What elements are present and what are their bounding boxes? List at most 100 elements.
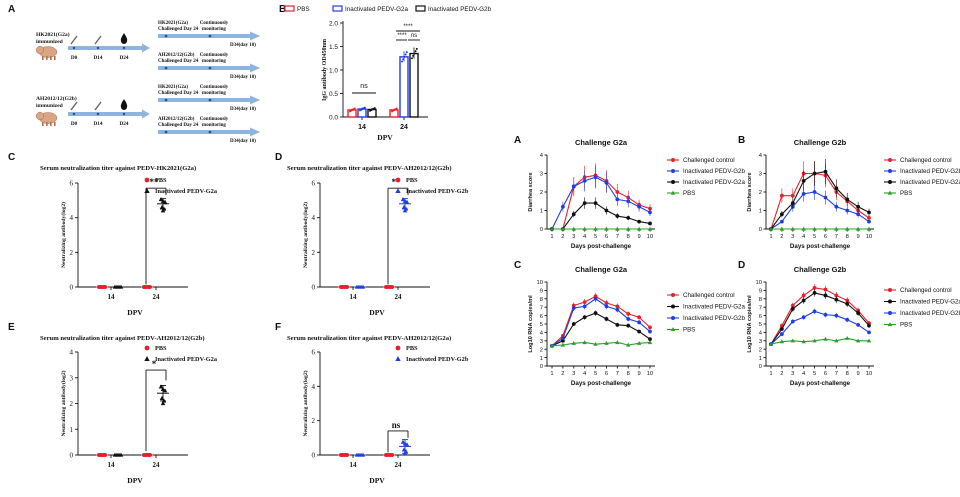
lb-point-inactivated-pedv-g2b — [834, 204, 839, 209]
panel-c-letter: C — [8, 152, 15, 163]
b-data-point — [353, 107, 356, 110]
monitoring-label-2: monitoring — [202, 59, 226, 64]
challenge-strain-label: HK2021(G2a) — [158, 85, 188, 90]
ld-point-pbs — [801, 339, 806, 344]
ld-legend-marker — [887, 322, 893, 327]
la-legend-label: Inactivated PEDV-G2b — [683, 168, 745, 175]
lc-y-tick-label: 3 — [540, 339, 543, 345]
ld-legend-label: Inactivated PEDV-G2a — [900, 299, 960, 306]
b-legend-swatch — [284, 5, 295, 12]
la-point-pbs — [604, 226, 609, 231]
challenge-strain-label: AH2012/12(G2b) — [158, 117, 195, 122]
b-data-point — [414, 50, 417, 53]
c-significance-label: ** — [150, 177, 160, 187]
lb-point-inactivated-pedv-g2b — [856, 212, 861, 217]
d-significance-label: ** — [392, 177, 402, 187]
lb-point-pbs — [845, 226, 850, 231]
ld-x-tick-label: 3 — [791, 371, 794, 377]
d-category-label: 14 — [350, 293, 358, 301]
la-point-inactivated-pedv-g2a — [604, 208, 609, 213]
c-y-axis-label: Neutralizing antibody(log2) — [60, 202, 67, 268]
b-y-axis-label: IgG antibody OD450nm — [322, 39, 328, 101]
lc-point-challenged-control — [582, 300, 587, 305]
ld-x-tick-label: 5 — [813, 371, 816, 377]
endpoint-label: D34(day 10) — [230, 75, 256, 80]
e-legend-marker — [144, 345, 150, 351]
lc-point-inactivated-pedv-g2b — [626, 317, 631, 321]
ld-point-inactivated-pedv-g2b — [779, 332, 784, 336]
e-category-label: 24 — [153, 461, 161, 469]
c-legend-label: PBS — [155, 177, 167, 184]
e-y-tick-label: 3 — [70, 374, 74, 382]
challenge-day-label: Challenged Day 24 — [158, 123, 199, 128]
lc-legend-marker — [671, 292, 676, 297]
lb-legend-label: PBS — [900, 190, 912, 197]
f-legend-label: Inactivated PEDV-G2b — [406, 356, 469, 363]
ld-y-tick-label: 5 — [759, 322, 762, 328]
la-x-tick-label: 8 — [627, 234, 630, 240]
timepoint-label: D14 — [94, 55, 103, 61]
ld-x-axis-label: Days post-challenge — [790, 380, 851, 387]
c-x-axis-label: DPV — [127, 308, 143, 317]
panel-lb-title: Challenge G2b — [794, 138, 847, 147]
e-y-tick-label: 4 — [70, 349, 74, 357]
la-legend-marker — [671, 179, 676, 184]
la-x-tick-label: 3 — [572, 234, 575, 240]
la-point-inactivated-pedv-g2b — [615, 197, 620, 202]
group-sublabel-0: immunized — [36, 39, 64, 45]
ld-y-tick-label: 3 — [759, 339, 762, 345]
d-y-tick-label: 0 — [312, 284, 316, 292]
ld-x-tick-label: 9 — [856, 371, 859, 377]
lc-legend-marker — [671, 315, 676, 320]
ld-x-tick-label: 8 — [846, 371, 849, 377]
lb-y-axis-label: Diarrhea score — [747, 172, 753, 211]
lb-point-inactivated-pedv-g2a — [812, 171, 817, 176]
f-category-label: 24 — [395, 461, 403, 469]
pig-head-icon — [35, 111, 45, 121]
ld-point-inactivated-pedv-g2a — [812, 291, 817, 295]
panel-ld-letter: D — [738, 260, 745, 271]
f-legend-marker — [395, 345, 401, 351]
la-legend-label: Challenged control — [683, 157, 735, 164]
lc-y-tick-label: 6 — [540, 314, 543, 320]
la-x-axis-label: Days post-challenge — [571, 243, 632, 250]
b-data-point — [411, 57, 413, 60]
pig-leg-icon — [54, 122, 56, 126]
lb-y-tick-label: 2 — [759, 190, 762, 196]
d-y-axis-label: Neutralizing antibody(log2) — [302, 202, 309, 268]
lb-x-tick-label: 4 — [802, 234, 806, 240]
panel-a-letter: A — [8, 4, 15, 15]
timeline-dot — [122, 112, 126, 116]
endpoint-label: D34(day 10) — [230, 107, 256, 112]
ld-y-tick-label: 4 — [759, 331, 763, 337]
lc-legend-label: Inactivated PEDV-G2b — [683, 315, 745, 322]
ld-y-tick-label: 1 — [759, 356, 762, 362]
lb-x-tick-label: 7 — [835, 234, 838, 240]
ld-point-inactivated-pedv-g2b — [856, 322, 861, 327]
lb-y-tick-label: 1 — [759, 209, 762, 215]
e-significance-label: * — [152, 359, 157, 369]
la-y-tick-label: 1 — [540, 209, 543, 215]
la-x-tick-label: 4 — [583, 234, 587, 240]
group-label-0: HK2021(G2a) — [36, 31, 70, 38]
lc-point-inactivated-pedv-g2b — [637, 320, 642, 325]
lb-point-challenged-control — [790, 193, 795, 198]
ld-point-inactivated-pedv-g2a — [867, 323, 871, 328]
lb-point-inactivated-pedv-g2a — [845, 197, 850, 202]
lb-x-axis-label: Days post-challenge — [790, 243, 851, 250]
lc-point-pbs — [560, 342, 566, 347]
f-y-tick-label: 0 — [312, 452, 316, 460]
e-legend-label: Inactivated PEDV-G2a — [155, 356, 218, 363]
blood-drop-icon — [120, 99, 128, 110]
lc-x-tick-label: 2 — [561, 371, 564, 377]
la-point-inactivated-pedv-g2b — [648, 210, 652, 215]
ld-x-tick-label: 6 — [824, 371, 827, 377]
challenge-strain-label: AH2012/12(G2b) — [158, 53, 195, 58]
la-point-inactivated-pedv-g2a — [593, 201, 598, 206]
lc-y-tick-label: 5 — [540, 322, 543, 328]
lb-legend-marker — [888, 168, 893, 173]
c-legend-marker — [144, 188, 150, 194]
lb-point-inactivated-pedv-g2b — [845, 208, 850, 213]
lb-point-inactivated-pedv-g2a — [779, 212, 784, 217]
ld-legend-label: Challenged control — [900, 287, 952, 294]
